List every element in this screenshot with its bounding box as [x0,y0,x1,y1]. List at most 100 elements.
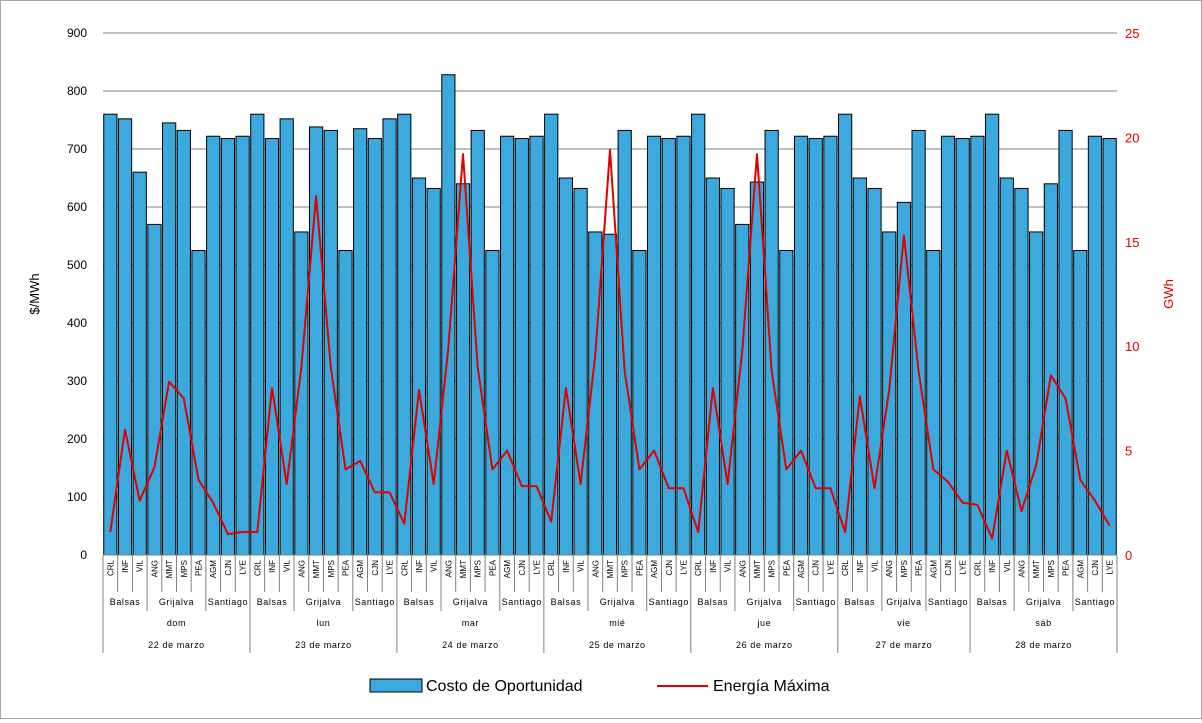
bar [206,135,221,556]
bar [500,135,515,556]
bar [323,129,338,556]
bar [529,135,544,556]
plant-label: MMT [753,560,762,578]
energia-line [109,148,1111,540]
bar [147,223,162,556]
bar [279,118,294,556]
date-label: 28 de marzo [1015,640,1072,650]
left-tick-label: 300 [67,374,87,388]
plant-label: INF [988,560,997,573]
plant-label: CRL [694,559,703,576]
day-label: jue [756,618,771,628]
left-tick-label: 900 [67,26,87,40]
plant-label: VIL [871,559,880,572]
bar [1043,183,1058,556]
plant-label: CJN [812,560,821,576]
bar [308,126,324,556]
bar [602,233,618,556]
left-tick-label: 100 [67,490,87,504]
bar [382,118,397,556]
group-label: Balsas [551,597,582,607]
group-label: Santiago [502,597,542,607]
right-tick-label: 25 [1125,26,1139,41]
plant-label: VIL [1003,559,1012,572]
bar [544,113,559,556]
bar [676,135,691,556]
group-label: Grijalva [306,597,341,607]
bar [970,135,985,556]
group-label: Santiago [649,597,689,607]
left-tick-label: 200 [67,432,87,446]
bar [441,74,456,556]
plant-label: AGM [797,560,806,579]
plant-label: INF [121,560,130,573]
x-category-axis: CRL INF VIL ANG MMT MPS PEA AGM CJN LYE CRL INF VIL A… [102,555,1118,653]
bar [705,177,720,556]
date-label: 24 de marzo [442,640,499,650]
plant-label: CJN [224,560,233,576]
plant-label: MPS [327,560,336,577]
group-label: Grijalva [747,597,782,607]
legend-bar-swatch [369,678,423,693]
plant-label: PEA [1062,559,1071,576]
bar [162,122,177,556]
right-axis-title: GWh [1161,279,1176,309]
bar [1029,231,1044,556]
plant-label: CRL [973,559,982,576]
plant-label: ANG [444,560,453,577]
plant-label: AGM [209,560,218,579]
bar [617,129,632,556]
group-label: Santiago [928,597,968,607]
day-label: lun [317,618,331,628]
plant-label: INF [415,560,424,573]
left-axis-title: $/MWh [27,273,42,314]
plant-label: AGM [650,560,659,579]
left-tick-label: 500 [67,258,87,272]
plant-label: VIL [430,559,439,572]
plant-label: MMT [312,560,321,578]
plant-label: PEA [341,559,350,576]
bar [411,177,427,556]
bar [720,187,735,556]
plant-label: MPS [474,560,483,577]
plant-label: AGM [503,560,512,579]
date-label: 27 de marzo [876,640,933,650]
left-tick-label: 600 [67,200,87,214]
plant-label: CJN [1091,560,1100,576]
bar [646,135,662,556]
bar [779,250,794,556]
plant-label: CRL [253,559,262,576]
bar [176,129,191,556]
bar [852,177,867,556]
plant-label: ANG [150,560,159,577]
left-tick-label: 400 [67,316,87,330]
bar [573,187,588,556]
bar [955,138,970,556]
group-label: Santiago [208,597,248,607]
bar [749,181,765,556]
bar [235,135,250,556]
plant-label: CJN [944,560,953,576]
left-tick-label: 0 [80,548,87,562]
bar [103,113,118,556]
plant-label: LYE [1106,560,1115,575]
day-label: mar [462,618,479,628]
plant-label: AGM [929,560,938,579]
bar [867,187,882,556]
plant-label: PEA [782,559,791,576]
bar [294,231,309,556]
group-label: Balsas [404,597,435,607]
date-label: 26 de marzo [736,640,793,650]
day-label: sáb [1035,618,1051,628]
bar-series [103,74,1117,556]
date-label: 22 de marzo [148,640,205,650]
plant-label: MPS [621,560,630,577]
plant-label: CRL [106,559,115,576]
bar [896,201,912,556]
plant-label: MPS [180,560,189,577]
plant-label: MMT [606,560,615,578]
plant-label: CJN [518,560,527,576]
plant-label: MMT [1032,560,1041,578]
